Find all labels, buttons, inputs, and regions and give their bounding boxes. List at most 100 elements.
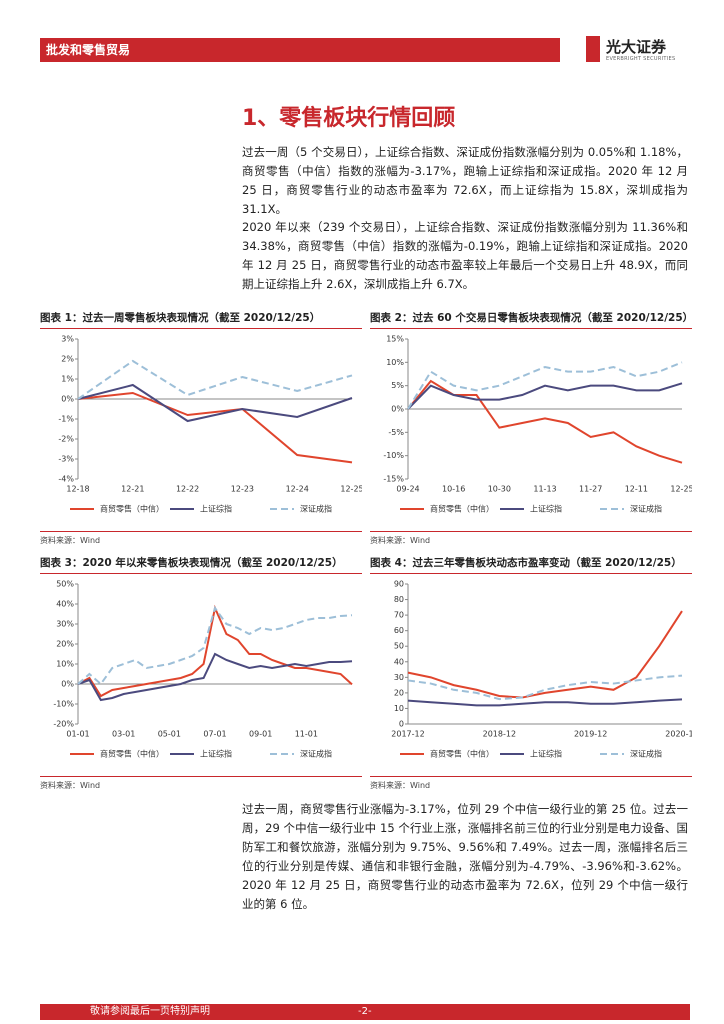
y-tick-label: 30 — [394, 673, 404, 682]
chart-title: 图表 1：过去一周零售板块表现情况（截至 2020/12/25） — [40, 310, 362, 329]
source: 资料来源：Wind — [370, 776, 692, 791]
x-tick-label: 03-01 — [112, 730, 135, 739]
y-tick-label: 90 — [394, 580, 404, 589]
x-tick-label: 11-27 — [579, 485, 602, 494]
chart: -4% -3% -2% -1% 0% 1% 2% 3% 12-18 12-21 12-22 12-23… — [58, 335, 363, 514]
x-tick-label: 09-24 — [396, 485, 419, 494]
y-tick-label: -15% — [383, 475, 404, 484]
y-tick-label: 10% — [386, 358, 404, 367]
footer: 敬请参阅最后一页特别声明 -2- — [40, 1004, 690, 1020]
chart-panel: 图表 1：过去一周零售板块表现情况（截至 2020/12/25） -4% -3% -… — [40, 310, 364, 546]
legend-label: 商贸零售（中信） — [100, 504, 164, 514]
y-tick-label: -3% — [58, 455, 74, 464]
paragraph: 过去一周，商贸零售行业涨幅为-3.17%，位列 29 个中信一级行业的第 25 … — [242, 802, 688, 911]
x-tick-label: 12-23 — [231, 485, 254, 494]
x-tick-label: 2019-12 — [574, 730, 607, 739]
y-tick-label: -10% — [53, 700, 74, 709]
data-line — [77, 605, 353, 686]
data-line — [77, 391, 353, 464]
x-tick-label: 09-01 — [249, 730, 272, 739]
y-tick-label: 0% — [391, 405, 404, 414]
x-tick-label: 12-24 — [286, 485, 309, 494]
y-tick-label: 20% — [56, 640, 74, 649]
legend-label: 上证综指 — [530, 749, 562, 759]
legend-label: 深证成指 — [630, 504, 662, 514]
legend-label: 深证成指 — [630, 749, 662, 759]
chart-title: 图表 4：过去三年零售板块动态市盈率变动（截至 2020/12/25） — [370, 555, 692, 574]
section-title: 1、零售板块行情回顾 — [242, 106, 456, 131]
chart-panel: 图表 2：过去 60 个交易日零售板块表现情况（截至 2020/12/25） -… — [370, 310, 694, 546]
legend-label: 深证成指 — [300, 504, 332, 514]
y-tick-label: 2% — [61, 355, 74, 364]
y-tick-label: 30% — [56, 620, 74, 629]
y-tick-label: 50% — [56, 580, 74, 589]
source: 资料来源：Wind — [370, 531, 692, 546]
data-line — [407, 674, 683, 701]
chart: -15% -10% -5% 0% 5% 10% 15% 09-24 10-16 10-30 11-1… — [383, 335, 693, 514]
y-tick-label: 80 — [394, 595, 404, 604]
y-tick-label: -4% — [58, 475, 74, 484]
legend-label: 商贸零售（中信） — [100, 749, 164, 759]
logo-sub: EVERBRIGHT SECURITIES — [606, 56, 676, 62]
x-tick-label: 12-25 — [670, 485, 692, 494]
x-tick-label: 05-01 — [158, 730, 181, 739]
y-tick-label: 1% — [61, 375, 74, 384]
logo: 光大证券 EVERBRIGHT SECURITIES — [586, 34, 696, 68]
data-line — [407, 382, 683, 410]
x-tick-label: 01-01 — [66, 730, 89, 739]
x-tick-label: 11-01 — [295, 730, 318, 739]
y-tick-label: -5% — [388, 428, 404, 437]
data-line — [77, 604, 353, 698]
section-bar: 批发和零售贸易 — [40, 38, 560, 62]
logo-mark — [586, 36, 600, 62]
y-tick-label: 15% — [386, 335, 404, 344]
y-tick-label: 40 — [394, 657, 404, 666]
y-tick-label: 5% — [391, 381, 404, 390]
legend-label: 上证综指 — [200, 504, 232, 514]
source: 资料来源：Wind — [40, 776, 362, 791]
x-tick-label: 12-11 — [625, 485, 648, 494]
chart-panel: 图表 4：过去三年零售板块动态市盈率变动（截至 2020/12/25） 0 10 2… — [370, 555, 699, 791]
data-line — [407, 361, 683, 410]
legend-label: 上证综指 — [530, 504, 562, 514]
legend-label: 深证成指 — [300, 749, 332, 759]
x-tick-label: 12-18 — [66, 485, 89, 494]
paragraph: 过去一周（5 个交易日），上证综合指数、深证成份指数涨幅分别为 0.05%和 1… — [242, 145, 688, 216]
y-tick-label: 3% — [61, 335, 74, 344]
y-tick-label: -2% — [58, 435, 74, 444]
x-tick-label: 11-13 — [533, 485, 556, 494]
legend-label: 上证综指 — [200, 749, 232, 759]
y-tick-label: 40% — [56, 600, 74, 609]
data-line — [77, 359, 353, 400]
y-tick-label: 10% — [56, 660, 74, 669]
y-tick-label: -1% — [58, 415, 74, 424]
data-line — [77, 652, 353, 702]
y-tick-label: 20 — [394, 688, 404, 697]
x-tick-label: 12-25 — [340, 485, 362, 494]
y-tick-label: 0% — [61, 395, 74, 404]
x-tick-label: 2020-12 — [665, 730, 692, 739]
logo-text: 光大证券 — [606, 38, 667, 56]
y-tick-label: -10% — [383, 451, 404, 460]
footer-note: 敬请参阅最后一页特别声明 — [90, 1006, 210, 1017]
data-line — [77, 383, 353, 423]
x-tick-label: 2018-12 — [483, 730, 516, 739]
source: 资料来源：Wind — [40, 531, 362, 546]
x-tick-label: 07-01 — [203, 730, 226, 739]
page-number: -2- — [358, 1006, 372, 1017]
data-line — [407, 610, 683, 699]
x-tick-label: 12-21 — [121, 485, 144, 494]
chart: -20% -10% 0% 10% 20% 30% 40% 50% 01-01 03-01 05-01… — [53, 580, 353, 759]
y-tick-label: 50 — [394, 642, 404, 651]
paragraph: 2020 年以来（239 个交易日），上证综合指数、深证成份指数涨幅分别为 11… — [242, 220, 688, 291]
chart-title: 图表 3：2020 年以来零售板块表现情况（截至 2020/12/25） — [40, 555, 362, 574]
legend-label: 商贸零售（中信） — [430, 749, 494, 759]
y-tick-label: 10 — [394, 704, 404, 713]
y-tick-label: 70 — [394, 611, 404, 620]
data-line — [407, 698, 683, 707]
legend-label: 商贸零售（中信） — [430, 504, 494, 514]
x-tick-label: 12-22 — [176, 485, 199, 494]
x-tick-label: 2017-12 — [391, 730, 424, 739]
chart: 0 10 20 30 40 50 60 70 80 90 2017-12 2018-12 2019-12… — [391, 580, 698, 759]
